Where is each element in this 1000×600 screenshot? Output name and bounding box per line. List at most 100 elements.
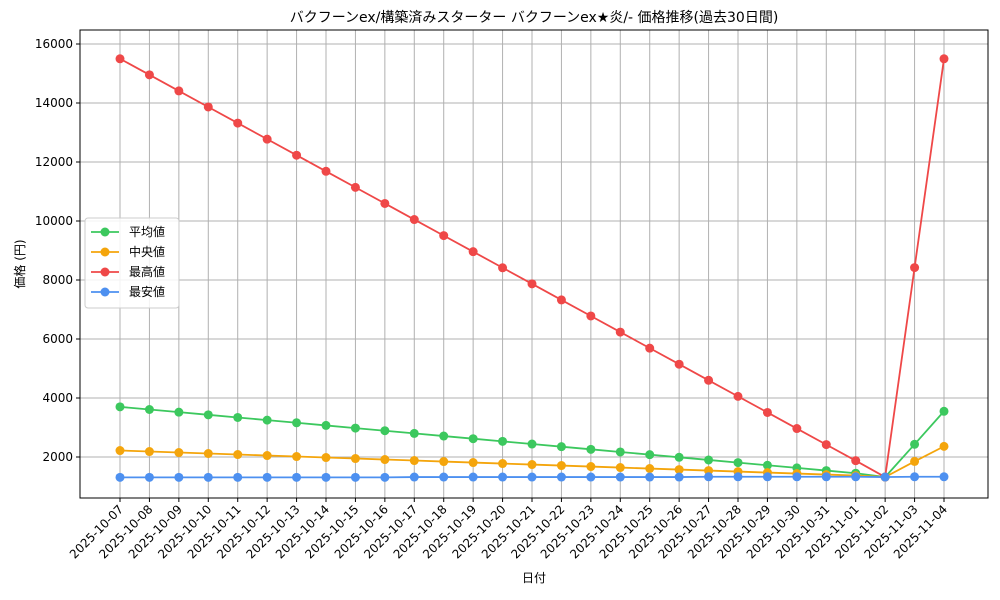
data-point [439,472,449,482]
data-point [645,472,655,482]
data-point [174,472,184,482]
data-point [174,86,184,96]
data-point [556,442,566,452]
data-point [233,412,243,422]
data-point [203,472,213,482]
data-point [615,447,625,457]
data-point [468,458,478,468]
data-point [704,466,714,476]
data-point [174,407,184,417]
data-point [292,472,302,482]
data-point [939,54,949,64]
data-point [409,215,419,225]
data-point [292,150,302,160]
y-axis-label: 価格 (円) [12,239,27,288]
data-point [792,424,802,434]
data-point [144,472,154,482]
data-point [556,461,566,471]
data-point [939,441,949,451]
data-point [409,428,419,438]
chart-title: バクフーンex/構築済みスターター バクフーンex★炎/- 価格推移(過去30日… [290,10,779,26]
data-point [350,423,360,433]
data-point [704,472,714,482]
data-point [880,472,890,482]
data-point [115,472,125,482]
data-point [674,472,684,482]
legend-marker [100,267,110,277]
data-point [144,405,154,415]
data-point [233,450,243,460]
y-tick-label: 4000 [42,391,73,405]
data-point [115,402,125,412]
x-axis-label: 日付 [522,571,546,585]
data-point [468,434,478,444]
data-point [645,343,655,353]
data-point [321,420,331,430]
data-point [203,410,213,420]
data-point [645,450,655,460]
data-point [674,359,684,369]
y-tick-label: 12000 [35,155,73,169]
data-point [233,472,243,482]
grid [80,30,988,498]
data-point [350,182,360,192]
data-point [527,460,537,470]
data-point [733,472,743,482]
data-point [527,439,537,449]
data-point [115,446,125,456]
data-point [233,118,243,128]
data-point [203,102,213,112]
data-point [792,472,802,482]
data-point [615,327,625,337]
data-point [733,458,743,468]
data-point [350,454,360,464]
data-point [174,448,184,458]
data-point [527,472,537,482]
data-point [910,439,920,449]
data-point [821,440,831,450]
data-point [498,459,508,469]
data-point [262,134,272,144]
data-point [380,198,390,208]
y-tick-label: 14000 [35,96,73,110]
plot-frame [79,29,989,499]
y-tick-label: 8000 [42,273,73,287]
data-point [556,295,566,305]
legend-label: 最高値 [129,264,165,279]
data-point [762,407,772,417]
y-tick-label: 10000 [35,214,73,228]
y-tick-label: 2000 [42,450,73,464]
data-point [380,472,390,482]
data-point [380,426,390,436]
data-point [586,472,596,482]
data-point [939,406,949,416]
y-tick-label: 6000 [42,332,73,346]
data-point [380,455,390,465]
data-point [144,70,154,80]
data-point [821,472,831,482]
data-point [321,453,331,463]
data-point [674,465,684,475]
data-point [439,231,449,241]
data-point [851,472,861,482]
data-point [262,472,272,482]
data-point [762,460,772,470]
data-point [704,375,714,385]
legend-marker [100,247,110,257]
data-point [321,166,331,176]
data-point [498,472,508,482]
data-point [203,449,213,459]
y-tick-label: 16000 [35,37,73,51]
data-point [645,464,655,474]
data-point [292,452,302,462]
data-point [144,447,154,457]
data-point [527,279,537,289]
data-point [615,463,625,473]
legend-marker [100,227,110,237]
data-point [586,311,596,321]
data-point [704,455,714,465]
data-point [910,263,920,273]
data-point [910,472,920,482]
legend-label: 平均値 [129,224,165,239]
